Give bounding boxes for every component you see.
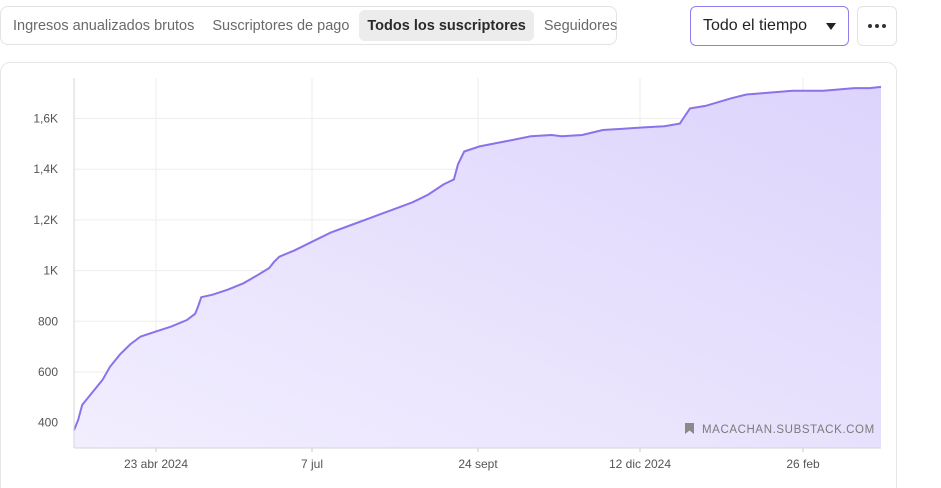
y-tick-label: 400 [38, 416, 58, 430]
x-tick-label: 23 abr 2024 [124, 457, 188, 471]
more-horizontal-icon [868, 24, 886, 28]
tab-gross-annualized-revenue[interactable]: Ingresos anualizados brutos [13, 17, 195, 34]
series-line [73, 85, 882, 431]
more-options-button[interactable] [857, 6, 897, 46]
watermark: MACACHAN.SUBSTACK.COM [685, 423, 875, 436]
y-tick-label: 1,2K [33, 213, 58, 227]
area-fill [74, 86, 881, 449]
y-tick-label: 1,6K [33, 112, 58, 126]
y-tick-label: 600 [38, 365, 58, 379]
x-tick-label: 12 dic 2024 [609, 457, 671, 471]
metric-tabs: Ingresos anualizados brutos Suscriptores… [0, 6, 617, 45]
x-tick-label: 7 jul [301, 457, 323, 471]
caret-down-icon [826, 22, 836, 30]
watermark-text: MACACHAN.SUBSTACK.COM [702, 424, 875, 436]
y-tick-label: 1,4K [33, 162, 58, 176]
x-tick-label: 24 sept [458, 457, 498, 471]
time-range-value: Todo el tiempo [703, 17, 808, 34]
y-tick-label: 1K [43, 264, 58, 278]
tab-paid-subscribers[interactable]: Suscriptores de pago [212, 17, 350, 34]
chart-card: 400 600 800 1K 1,2K 1,4K 1,6K 23 abr 2024 7 jul 2… [0, 62, 897, 488]
tab-followers[interactable]: Seguidores [543, 17, 618, 34]
bookmark-icon [685, 423, 694, 434]
x-tick-label: 26 feb [786, 457, 820, 471]
subscribers-area-chart: 400 600 800 1K 1,2K 1,4K 1,6K 23 abr 2024 7 jul 2… [33, 78, 882, 471]
time-range-select[interactable]: Todo el tiempo [690, 6, 849, 46]
y-tick-label: 800 [38, 314, 58, 328]
tab-all-subscribers[interactable]: Todos los suscriptores [359, 10, 534, 41]
